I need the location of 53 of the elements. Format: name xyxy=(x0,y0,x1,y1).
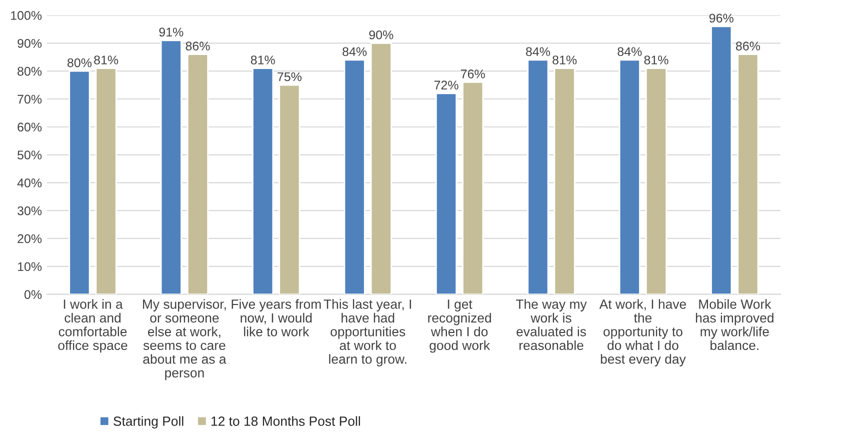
text: 75% xyxy=(278,72,302,82)
y-tick-label: 70% xyxy=(18,94,42,104)
x-tick-label: My supervisor, or someone else at work, seems to care about me as a person xyxy=(143,299,226,380)
text: 81% xyxy=(94,56,118,64)
text: 72% xyxy=(434,80,458,90)
legend-label: 12 to 18 Months Post Poll xyxy=(212,416,360,426)
text: 81% xyxy=(250,56,275,64)
x-tick-label: The way my work is evaluated is reasonable xyxy=(516,299,587,350)
x-tick-label: Five years from now, I would like to work xyxy=(232,299,321,336)
text: 84% xyxy=(618,47,642,56)
y-tick-label: 20% xyxy=(18,234,42,244)
x-tick-label: I work in a clean and comfortable office space xyxy=(58,299,128,353)
bar xyxy=(95,68,117,294)
y-tick-label: 100% xyxy=(11,11,42,20)
bar xyxy=(435,92,458,294)
text: 76% xyxy=(460,70,485,78)
text: 84% xyxy=(526,47,550,56)
bar xyxy=(527,59,549,294)
y-tick-label: 30% xyxy=(18,206,42,216)
bar xyxy=(554,68,576,294)
x-tick-label: At work, I have the opportunity to do what I do best every day xyxy=(599,299,686,366)
bar xyxy=(252,68,274,294)
text: 90% xyxy=(369,30,394,40)
bar xyxy=(462,82,484,294)
y-tick-label: 50% xyxy=(18,150,42,160)
text: 91% xyxy=(159,28,184,37)
text: 80% xyxy=(68,58,92,68)
bar xyxy=(160,40,182,294)
bar xyxy=(645,68,668,294)
bar xyxy=(278,84,300,294)
text: 86% xyxy=(186,42,210,50)
text: 81% xyxy=(552,56,577,64)
bar xyxy=(344,59,366,294)
y-tick-label: 10% xyxy=(18,262,42,272)
bar xyxy=(737,54,759,294)
bar xyxy=(618,59,640,294)
text: 81% xyxy=(644,56,668,64)
x-tick-label: This last year, I have had opportunities at work to learn to grow. xyxy=(324,299,412,366)
y-tick-label: 80% xyxy=(18,66,42,76)
bar xyxy=(710,26,732,294)
text: 96% xyxy=(709,14,734,23)
x-tick-label: Mobile Work has improved my work/life balance. xyxy=(696,299,774,350)
text: 86% xyxy=(736,42,760,50)
text: 84% xyxy=(342,47,367,56)
x-tick-label: I get recognized when I do good work xyxy=(428,300,491,353)
y-tick-label: 0% xyxy=(24,290,42,299)
bar xyxy=(68,70,90,294)
bar xyxy=(186,54,209,294)
bar xyxy=(370,42,392,294)
legend-label: Starting Poll xyxy=(114,416,184,428)
y-tick-label: 40% xyxy=(17,178,42,188)
y-tick-label: 60% xyxy=(18,122,42,132)
y-tick-label: 90% xyxy=(18,38,42,48)
